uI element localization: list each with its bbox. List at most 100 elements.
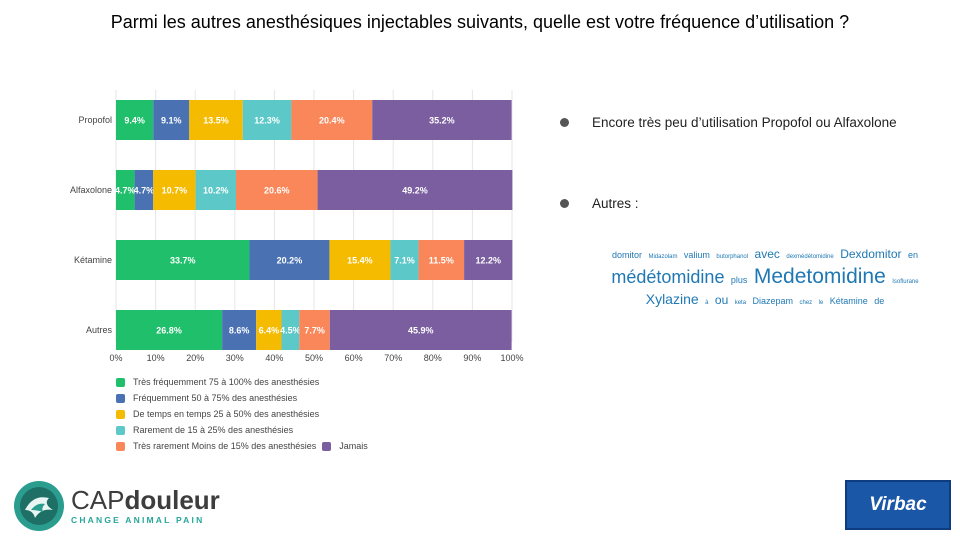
data-label: 4.7% [115,186,136,196]
legend-item-3: De temps en temps 25 à 50% des anesthési… [116,409,319,419]
bar-segment [189,100,243,140]
bullet-text-2: Autres : [592,196,639,211]
legend-item-5: Très rarement Moins de 15% des anesthési… [116,441,316,451]
word-cloud-word: Isoflurane [892,279,919,285]
legend-item-1: Très fréquemment 75 à 100% des anesthési… [116,377,319,387]
legend-item-6: Jamais [322,441,368,451]
bar-segment [242,100,292,140]
data-label: 20.6% [264,186,290,196]
data-label: 7.7% [304,326,325,336]
word-cloud-word: Kétamine [829,296,868,307]
bullet-dot-icon [560,118,569,127]
word-cloud-word: en [908,250,919,260]
word-cloud-word: Xylazine [645,291,699,308]
data-label: 4.5% [280,326,301,336]
data-label: 20.2% [277,256,303,266]
word-cloud-word: le [818,300,824,307]
x-tick-label: 0% [109,353,122,363]
bar-segment [329,310,512,350]
bar-segment [153,100,190,140]
x-tick-label: 100% [500,353,523,363]
word-cloud-word: butorphanol [716,254,749,260]
bar-segment [116,100,154,140]
word-cloud-word: plus [730,275,748,285]
bar-segment [222,310,257,350]
data-label: 45.9% [408,326,434,336]
category-label: Propofol [78,115,112,125]
bar-segment [249,240,330,280]
data-label: 12.2% [475,256,501,266]
x-tick-label: 10% [147,353,165,363]
data-label: 10.7% [162,186,188,196]
word-cloud-word: de [874,296,885,307]
legend-label-6: Jamais [339,441,368,451]
legend-label-1: Très fréquemment 75 à 100% des anesthési… [133,377,320,387]
word-cloud-word: dexmédétomidine [786,254,834,260]
bar-segment [256,310,282,350]
bullet-text-1: Encore très peu d’utilisation Propofol o… [592,115,897,130]
legend-label-4: Rarement de 15 à 25% des anesthésies [133,425,294,435]
word-cloud-word: Diazepam [752,296,794,307]
bullet-item-2: Autres : [560,196,639,211]
word-cloud-word: médétomidine [611,267,725,287]
data-label: 33.7% [170,256,196,266]
bar-segment [299,310,330,350]
data-label: 8.6% [229,326,250,336]
data-label: 10.2% [203,186,229,196]
data-label: 6.4% [259,326,280,336]
data-label: 4.7% [134,186,155,196]
x-tick-label: 70% [384,353,402,363]
data-label: 11.5% [429,256,454,266]
category-label: Alfaxolone [70,185,112,195]
douleur-text: douleur [124,485,220,515]
virbac-logo: Virbac [845,480,951,530]
data-label: 13.5% [203,116,229,126]
word-cloud-word: à [705,300,709,307]
word-cloud-word: Midazolam [648,254,678,260]
bar-segment [281,310,300,350]
data-label: 26.8% [156,326,182,336]
bar-segment [464,240,513,280]
data-label: 12.3% [254,116,280,126]
legend-item-2: Fréquemment 50 à 75% des anesthésies [116,393,297,403]
page-title: Parmi les autres anesthésiques injectabl… [110,12,850,32]
legend-label-2: Fréquemment 50 à 75% des anesthésies [133,393,298,403]
legend-label-5: Très rarement Moins de 15% des anesthési… [133,441,317,451]
bar-segment [372,100,512,140]
x-tick-label: 50% [305,353,323,363]
legend-swatch-6 [322,441,332,451]
bullet-item-1: Encore très peu d’utilisation Propofol o… [560,115,897,130]
cap-text: CAP [71,485,125,515]
data-label: 15.4% [347,256,373,266]
word-cloud-word: chez [799,300,813,307]
bar-segment [390,240,419,280]
legend-swatch-4 [116,425,125,435]
data-label: 35.2% [429,116,455,126]
legend-swatch-2 [116,393,125,403]
word-cloud-word: domitor [611,250,642,260]
bar-segment [195,170,236,210]
word-cloud-word: keta [734,300,747,307]
data-label: 20.4% [319,116,345,126]
data-label: 7.1% [394,256,415,266]
bar-segment [116,240,250,280]
x-tick-label: 80% [424,353,442,363]
x-tick-label: 40% [265,353,283,363]
category-label: Autres [86,325,113,335]
bullet-dot-icon [560,199,569,208]
data-label: 49.2% [402,186,428,196]
bar-segment [235,170,318,210]
category-label: Kétamine [74,255,112,265]
bar-segment [291,100,373,140]
bar-segment [116,310,223,350]
legend-swatch-3 [116,409,125,419]
word-cloud-word: valium [683,250,710,260]
legend-swatch-1 [116,377,125,387]
bar-segment [153,170,196,210]
x-tick-label: 90% [463,353,481,363]
data-label: 9.1% [161,116,182,126]
bar-segment [134,170,154,210]
word-cloud: domitor Midazolam valium butorphanol ave… [600,244,930,310]
word-cloud-word: ou [714,293,729,308]
virbac-wordmark: Virbac [869,494,927,515]
